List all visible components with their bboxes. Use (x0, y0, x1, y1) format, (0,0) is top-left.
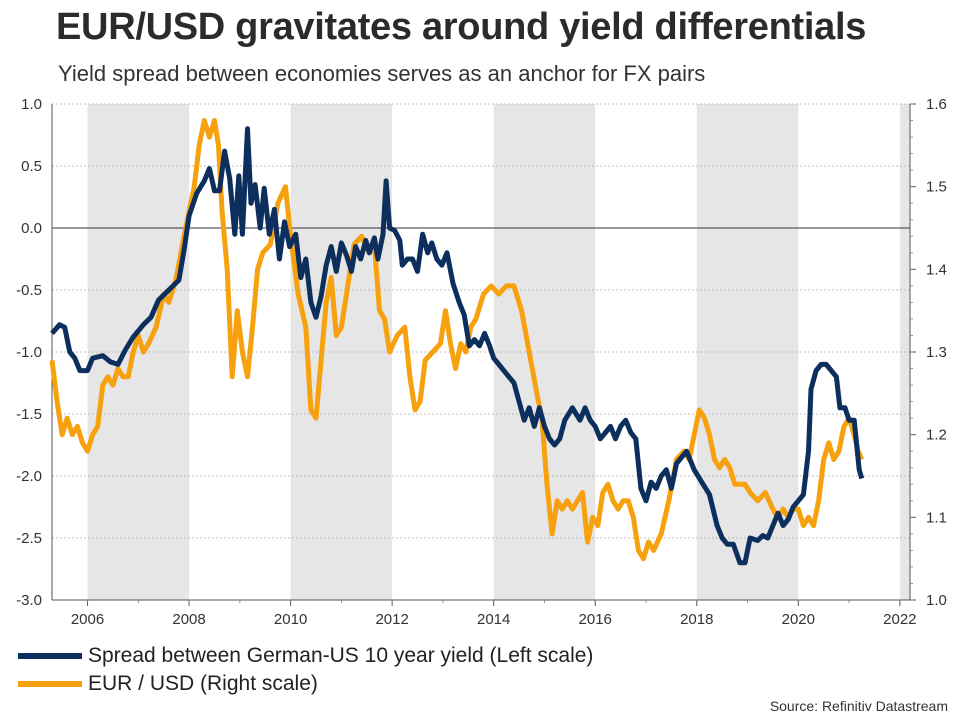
x-tick-label: 2016 (579, 611, 612, 628)
legend-item-eurusd: EUR / USD (Right scale) (18, 670, 593, 698)
legend-label-spread: Spread between German-US 10 year yield (… (88, 644, 594, 667)
y-right-tick-label: 1.6 (926, 96, 947, 113)
x-tick-label: 2018 (680, 611, 713, 628)
legend-item-spread: Spread between German-US 10 year yield (… (18, 642, 593, 670)
x-tick-label: 2022 (883, 611, 916, 628)
y-left-tick-label: 1.0 (21, 96, 42, 113)
y-right-tick-label: 1.0 (926, 592, 947, 609)
y-left-tick-label: 0.0 (21, 220, 42, 237)
x-tick-label: 2010 (274, 611, 307, 628)
y-left-tick-label: -2.5 (16, 530, 42, 547)
y-right-tick-label: 1.4 (926, 261, 947, 278)
chart-subtitle: Yield spread between economies serves as… (58, 61, 706, 86)
y-left-tick-label: -3.0 (16, 592, 42, 609)
y-left-tick-label: -1.5 (16, 406, 42, 423)
legend-label-eurusd: EUR / USD (Right scale) (88, 672, 318, 695)
source-note: Source: Refinitiv Datastream (769, 698, 948, 714)
legend-swatch-spread (18, 653, 82, 659)
series-line-spread (50, 126, 865, 566)
y-right-tick-label: 1.1 (926, 509, 947, 526)
legend-swatch-eurusd (18, 681, 82, 687)
y-left-tick-label: -1.0 (16, 344, 42, 361)
y-left-tick-label: -0.5 (16, 282, 42, 299)
x-tick-label: 2006 (71, 611, 104, 628)
y-right-tick-label: 1.2 (926, 427, 947, 444)
chart-title: EUR/USD gravitates around yield differen… (56, 6, 867, 48)
x-tick-label: 2012 (375, 611, 408, 628)
y-left-tick-label: 0.5 (21, 158, 42, 175)
y-right-tick-label: 1.5 (926, 179, 947, 196)
y-right-tick-label: 1.3 (926, 344, 947, 361)
x-tick-label: 2020 (782, 611, 815, 628)
x-tick-label: 2014 (477, 611, 510, 628)
line-chart: 1.0 0.5 0.0 -0.5 -1.0 -1.5 -2.0 -2.5 -3.0 1.6 1.5 1… (16, 96, 947, 628)
x-tick-label: 2008 (172, 611, 205, 628)
legend: Spread between German-US 10 year yield (… (18, 642, 593, 698)
y-left-tick-label: -2.0 (16, 468, 42, 485)
